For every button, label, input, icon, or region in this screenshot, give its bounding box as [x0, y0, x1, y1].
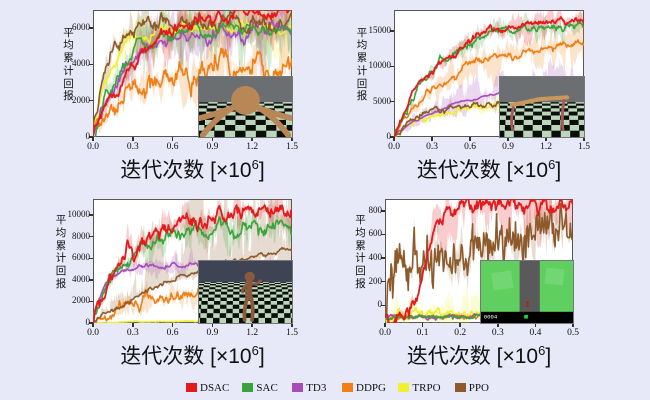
- svg-text:0004: 0004: [484, 314, 498, 321]
